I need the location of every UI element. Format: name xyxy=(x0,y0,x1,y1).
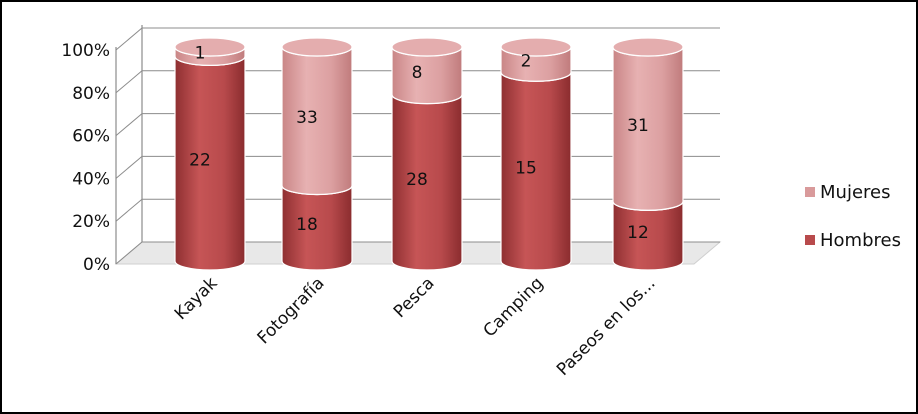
x-tick-label: Kayak xyxy=(171,273,222,324)
gridline-side xyxy=(115,27,143,51)
data-label: 12 xyxy=(627,223,649,243)
gridline-side xyxy=(115,156,143,179)
gridline-side xyxy=(115,113,143,136)
x-tick-label: Fotografía xyxy=(254,273,329,348)
x-tick-label: Paseos en los... xyxy=(553,273,660,380)
x-tick-label: Pesca xyxy=(390,273,439,322)
data-label: 15 xyxy=(515,159,537,179)
legend-label: Hombres xyxy=(820,230,901,251)
bar-top-cap xyxy=(174,37,246,57)
bar-group: 15 2 xyxy=(500,37,572,271)
y-tick-label: 20% xyxy=(72,212,110,232)
bar-group: 22 1 xyxy=(174,37,246,271)
data-label: 18 xyxy=(296,215,318,235)
data-label: 2 xyxy=(521,52,532,72)
gridline-side xyxy=(115,198,143,222)
x-axis-labels: Kayak Fotografía Pesca Camping Paseos en los… xyxy=(171,273,660,380)
data-label: 33 xyxy=(296,108,318,128)
x-tick-label: Camping xyxy=(480,273,548,341)
y-tick-label: 40% xyxy=(72,169,110,189)
bar-group: 12 31 xyxy=(612,37,684,271)
bar-top-cap xyxy=(500,37,572,57)
y-tick-label: 80% xyxy=(72,84,110,104)
y-tick-label: 100% xyxy=(61,41,110,61)
gridline-side xyxy=(115,70,143,94)
y-tick-label: 60% xyxy=(72,127,110,147)
bar-top-cap xyxy=(391,37,463,57)
legend-swatch xyxy=(805,187,815,197)
legend-label: Mujeres xyxy=(820,182,890,203)
bar-top-cap xyxy=(612,37,684,57)
legend: Mujeres Hombres xyxy=(805,182,901,251)
gridline-side xyxy=(115,241,143,265)
data-label: 8 xyxy=(412,63,423,83)
y-tick-label: 0% xyxy=(83,255,110,275)
legend-swatch xyxy=(805,235,815,245)
data-label: 1 xyxy=(195,44,206,64)
bar-top-cap xyxy=(281,37,353,57)
bar-group: 28 8 xyxy=(391,37,463,271)
data-label: 31 xyxy=(627,116,649,136)
y-axis: 0% 20% 40% 60% 80% 100% xyxy=(61,41,110,275)
data-label: 28 xyxy=(406,170,428,190)
data-label: 22 xyxy=(189,151,211,171)
